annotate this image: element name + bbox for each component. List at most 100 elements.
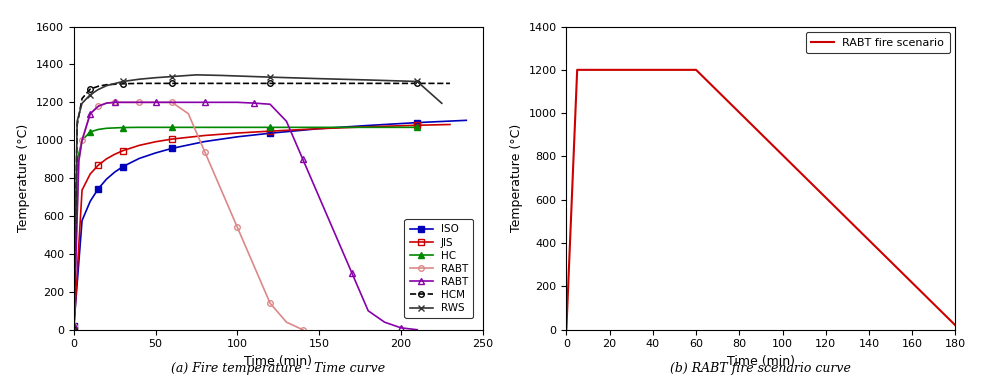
RABT (182, 111, 194, 116)
RABT (281, 320, 293, 324)
RABT (68, 324, 80, 328)
RWS (71, 119, 83, 124)
RABT (73, 159, 85, 163)
Legend: ISO, JIS, HC, RABT, RABT, HCM, RWS: ISO, JIS, HC, RABT, RABT, HCM, RWS (405, 219, 474, 318)
RABT (68, 324, 80, 328)
RWS (362, 78, 374, 82)
RABT (296, 157, 308, 161)
JIS (117, 148, 129, 153)
RABT (85, 111, 97, 116)
ISO (93, 186, 104, 191)
HC (231, 125, 243, 130)
RWS (93, 87, 104, 92)
RABT fire scenario (690, 67, 702, 72)
HC (362, 125, 374, 130)
ISO (199, 139, 211, 144)
HCM (166, 81, 178, 86)
RABT (73, 159, 85, 163)
HCM (117, 81, 129, 86)
RABT (93, 104, 104, 108)
RWS (313, 77, 325, 81)
JIS (264, 129, 276, 133)
JIS (199, 133, 211, 138)
RABT (313, 195, 325, 199)
HCM (412, 81, 424, 86)
JIS (108, 152, 121, 157)
HC (313, 125, 325, 130)
HCM (264, 81, 276, 86)
RABT (215, 100, 227, 105)
HCM (85, 87, 97, 91)
HCM (93, 84, 104, 88)
Line: HCM: HCM (71, 81, 453, 332)
RABT fire scenario (560, 327, 572, 332)
RABT (150, 100, 162, 105)
ISO (460, 118, 472, 123)
RABT (362, 309, 374, 313)
Text: (b) RABT fire scenario curve: (b) RABT fire scenario curve (671, 362, 851, 375)
Legend: RABT fire scenario: RABT fire scenario (806, 32, 950, 53)
Line: RWS: RWS (70, 71, 445, 333)
JIS (362, 124, 374, 129)
HC (71, 159, 83, 163)
HCM (150, 81, 162, 86)
HCM (100, 82, 112, 87)
RWS (166, 74, 178, 79)
HC (150, 125, 162, 130)
HC (133, 125, 145, 130)
HC (93, 127, 104, 132)
HC (264, 125, 276, 130)
ISO (76, 218, 88, 223)
ISO (150, 150, 162, 155)
HCM (362, 81, 374, 86)
ISO (412, 121, 424, 125)
ISO (166, 146, 178, 150)
HCM (133, 81, 145, 86)
Line: JIS: JIS (71, 122, 453, 332)
RABT (378, 320, 390, 324)
RWS (76, 101, 88, 105)
RABT (231, 225, 243, 230)
ISO (313, 126, 325, 131)
RABT (395, 326, 407, 330)
HCM (231, 81, 243, 86)
ISO (68, 324, 80, 328)
JIS (444, 122, 456, 127)
RABT (264, 301, 276, 305)
RWS (435, 101, 447, 105)
JIS (68, 327, 80, 332)
RABT (248, 101, 260, 105)
ISO (108, 170, 121, 174)
JIS (76, 188, 88, 192)
HCM (76, 96, 88, 101)
RWS (85, 92, 97, 97)
HC (76, 138, 88, 143)
JIS (166, 137, 178, 141)
RABT (133, 100, 145, 105)
JIS (93, 163, 104, 167)
RWS (412, 79, 424, 84)
ISO (100, 177, 112, 181)
RABT (100, 101, 112, 105)
RABT (281, 119, 293, 124)
RABT (93, 104, 104, 108)
RABT (85, 111, 97, 116)
RABT (248, 263, 260, 268)
JIS (133, 143, 145, 147)
RABT (100, 101, 112, 105)
JIS (412, 123, 424, 127)
RABT (166, 100, 178, 105)
RABT (412, 327, 424, 332)
RABT (215, 187, 227, 192)
JIS (313, 126, 325, 131)
X-axis label: Time (min): Time (min) (244, 355, 312, 368)
HC (100, 126, 112, 130)
RABT (231, 100, 243, 105)
Line: RABT: RABT (71, 100, 420, 332)
RWS (150, 75, 162, 80)
RABT (199, 149, 211, 154)
RABT fire scenario (950, 323, 961, 328)
ISO (85, 199, 97, 204)
RABT (76, 138, 88, 143)
Y-axis label: Temperature (°C): Temperature (°C) (510, 124, 523, 232)
